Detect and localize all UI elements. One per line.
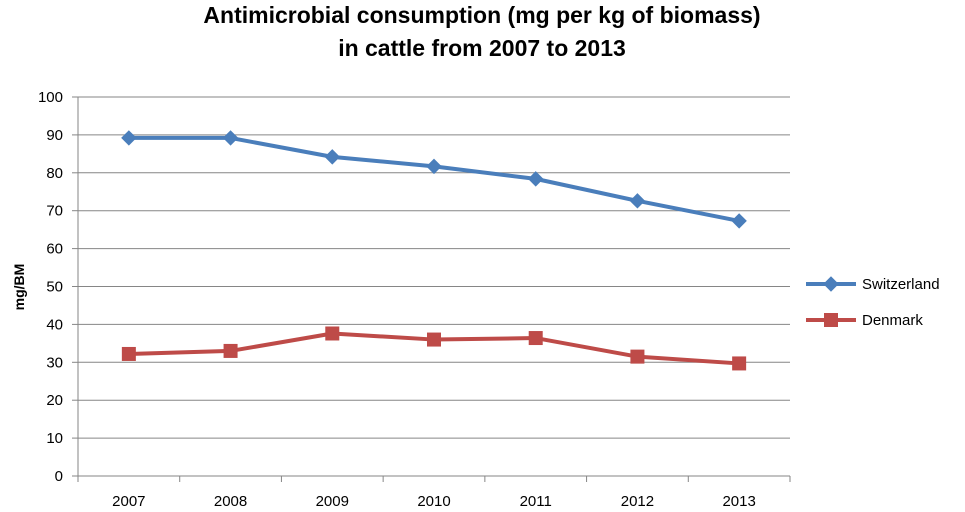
series-denmark xyxy=(121,326,747,371)
denmark-point-2009 xyxy=(325,326,340,341)
switzerland-point-2008 xyxy=(222,130,239,146)
x-tick-label-2013: 2013 xyxy=(722,493,755,510)
x-tick-label-2007: 2007 xyxy=(112,493,145,510)
switzerland-point-2012 xyxy=(629,193,646,209)
series-group xyxy=(121,130,747,371)
y-tick-label: 30 xyxy=(46,354,63,371)
chart-title-line-2: in cattle from 2007 to 2013 xyxy=(338,35,626,61)
denmark-point-2007 xyxy=(121,346,136,361)
y-tick-label: 10 xyxy=(46,430,63,447)
denmark-point-2008 xyxy=(223,343,238,358)
chart-title-line-1: Antimicrobial consumption (mg per kg of … xyxy=(203,2,760,28)
x-tick-label-2008: 2008 xyxy=(214,493,247,510)
switzerland-point-2010 xyxy=(426,158,442,175)
y-axis-ticks: 0 10 20 30 40 50 60 70 80 90 100 xyxy=(38,89,78,485)
legend-item-switzerland: Switzerland xyxy=(806,276,940,293)
y-tick-label: 60 xyxy=(46,241,63,258)
legend: Switzerland Denmark xyxy=(806,276,940,329)
legend-label-switzerland: Switzerland xyxy=(862,276,940,293)
denmark-point-2012 xyxy=(630,349,645,364)
y-tick-label: 70 xyxy=(46,203,63,220)
x-tick-label-2010: 2010 xyxy=(417,493,450,510)
x-axis-ticks: 2007 2008 2009 2010 2011 2012 2013 xyxy=(77,476,791,510)
denmark-point-2011 xyxy=(528,331,543,346)
y-tick-label: 100 xyxy=(38,89,63,106)
y-tick-label: 50 xyxy=(46,279,63,296)
x-tick-label-2012: 2012 xyxy=(621,493,654,510)
y-tick-label: 20 xyxy=(46,392,63,409)
switzerland-point-2007 xyxy=(121,130,137,146)
y-tick-label: 80 xyxy=(46,165,63,182)
switzerland-point-2011 xyxy=(528,171,544,187)
legend-marker-switzerland xyxy=(823,276,839,292)
denmark-point-2013 xyxy=(732,356,747,371)
legend-marker-denmark xyxy=(824,313,838,327)
y-tick-label: 0 xyxy=(55,468,63,485)
switzerland-point-2013 xyxy=(731,213,747,229)
legend-item-denmark: Denmark xyxy=(806,312,923,329)
y-axis-label: mg/BM xyxy=(11,264,27,311)
series-switzerland xyxy=(121,130,747,229)
y-tick-label: 90 xyxy=(46,127,63,144)
x-tick-label-2009: 2009 xyxy=(316,493,349,510)
denmark-point-2010 xyxy=(427,332,441,347)
series-line-switzerland xyxy=(128,135,740,223)
y-tick-label: 40 xyxy=(46,316,63,333)
switzerland-point-2009 xyxy=(324,149,340,165)
legend-label-denmark: Denmark xyxy=(862,312,923,329)
x-tick-label-2011: 2011 xyxy=(520,493,552,510)
gridlines xyxy=(77,96,790,477)
